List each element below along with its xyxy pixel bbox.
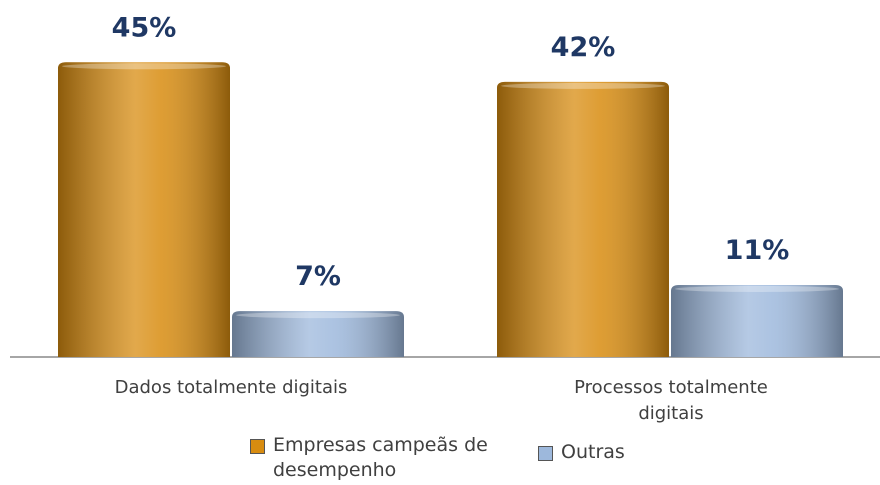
bar-shade: [232, 311, 404, 357]
value-label: 11%: [725, 235, 790, 266]
legend-item: Outras: [538, 440, 625, 465]
legend-swatch: [538, 446, 553, 461]
category-label: Processos totalmente digitais: [574, 377, 768, 424]
bar-shade: [58, 62, 230, 357]
legend-label: Empresas campeãs de desempenho: [273, 434, 488, 481]
bar-shade: [671, 284, 843, 357]
legend-label: Outras: [561, 441, 625, 463]
category-label: Dados totalmente digitais: [114, 377, 348, 398]
bar-cap: [62, 63, 226, 70]
bar-shade: [497, 81, 669, 358]
bar-cap: [501, 82, 665, 89]
value-label: 7%: [295, 261, 341, 292]
value-label: 45%: [112, 12, 177, 43]
value-label: 42%: [551, 32, 616, 63]
legend-swatch: [250, 439, 265, 454]
bar-cap: [236, 312, 400, 319]
bar-cap: [675, 285, 839, 292]
legend-item: Empresas campeãs de desempenho: [250, 433, 503, 483]
